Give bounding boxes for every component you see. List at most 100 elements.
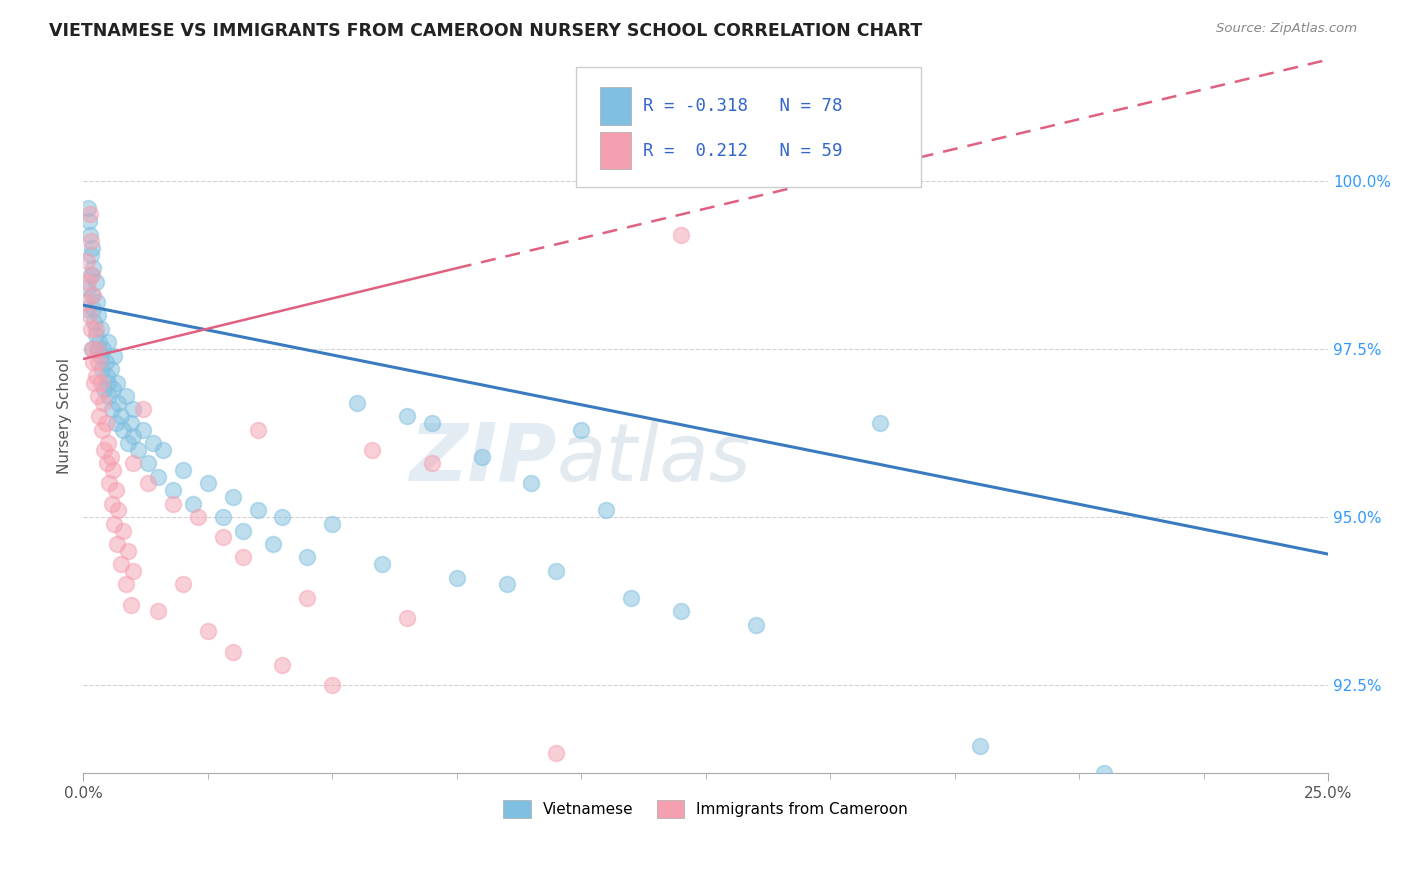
Point	[122, 402, 145, 417]
Point	[82, 261, 104, 276]
Point	[91, 362, 114, 376]
Point	[110, 409, 132, 424]
Point	[146, 604, 169, 618]
Point	[172, 577, 194, 591]
Point	[83, 376, 105, 390]
Point	[271, 658, 294, 673]
Text: VIETNAMESE VS IMMIGRANTS FROM CAMEROON NURSERY SCHOOL CORRELATION CHART: VIETNAMESE VS IMMIGRANTS FROM CAMEROON N…	[49, 22, 922, 40]
Point	[91, 342, 114, 356]
Point	[546, 746, 568, 760]
Point	[101, 382, 124, 396]
Point	[669, 604, 692, 618]
Point	[132, 423, 155, 437]
Point	[197, 476, 219, 491]
Point	[187, 510, 209, 524]
Point	[221, 490, 243, 504]
Point	[101, 463, 124, 477]
Point	[79, 227, 101, 242]
Point	[103, 349, 125, 363]
Point	[80, 268, 103, 282]
Point	[395, 611, 418, 625]
Point	[107, 395, 129, 409]
Point	[122, 456, 145, 470]
Point	[77, 214, 100, 228]
Point	[112, 423, 135, 437]
Point	[271, 510, 294, 524]
Point	[97, 436, 120, 450]
Point	[82, 241, 104, 255]
Point	[869, 416, 891, 430]
Point	[110, 557, 132, 571]
Point	[127, 442, 149, 457]
Point	[83, 315, 105, 329]
Point	[77, 201, 100, 215]
Point	[297, 591, 319, 605]
Point	[87, 308, 110, 322]
Point	[569, 423, 592, 437]
Point	[94, 355, 117, 369]
Point	[142, 436, 165, 450]
Point	[87, 342, 110, 356]
Point	[100, 450, 122, 464]
Point	[197, 624, 219, 639]
Point	[75, 294, 97, 309]
Point	[90, 349, 112, 363]
Point	[82, 355, 104, 369]
Point	[112, 524, 135, 538]
Point	[262, 537, 284, 551]
Point	[346, 395, 368, 409]
Point	[76, 254, 98, 268]
Point	[97, 335, 120, 350]
Point	[101, 402, 124, 417]
Point	[246, 503, 269, 517]
Point	[122, 564, 145, 578]
Point	[232, 524, 254, 538]
Text: Source: ZipAtlas.com: Source: ZipAtlas.com	[1216, 22, 1357, 36]
Text: atlas: atlas	[557, 420, 751, 498]
Point	[221, 645, 243, 659]
Point	[246, 423, 269, 437]
Point	[91, 423, 114, 437]
Point	[104, 416, 127, 430]
Point	[98, 389, 121, 403]
Point	[546, 564, 568, 578]
Point	[77, 308, 100, 322]
Point	[86, 342, 108, 356]
Point	[669, 227, 692, 242]
Point	[321, 678, 343, 692]
Point	[120, 598, 142, 612]
Point	[969, 739, 991, 753]
Point	[84, 368, 107, 383]
Point	[114, 389, 136, 403]
Point	[101, 497, 124, 511]
Point	[105, 376, 128, 390]
Point	[120, 416, 142, 430]
Point	[75, 301, 97, 316]
Point	[87, 355, 110, 369]
Point	[79, 207, 101, 221]
Point	[395, 409, 418, 424]
Point	[744, 617, 766, 632]
Text: ZIP: ZIP	[409, 420, 557, 498]
Y-axis label: Nursery School: Nursery School	[58, 359, 72, 475]
Point	[98, 476, 121, 491]
Point	[96, 368, 118, 383]
Point	[172, 463, 194, 477]
Point	[80, 288, 103, 302]
Point	[94, 416, 117, 430]
Point	[495, 577, 517, 591]
Point	[162, 483, 184, 498]
Point	[107, 503, 129, 517]
Point	[114, 577, 136, 591]
Point	[84, 328, 107, 343]
Point	[211, 510, 233, 524]
Legend: Vietnamese, Immigrants from Cameroon: Vietnamese, Immigrants from Cameroon	[496, 793, 915, 826]
Point	[89, 335, 111, 350]
Point	[117, 543, 139, 558]
Point	[90, 376, 112, 390]
Point	[89, 409, 111, 424]
Point	[82, 342, 104, 356]
Text: R = -0.318   N = 78: R = -0.318 N = 78	[643, 97, 842, 115]
Point	[321, 516, 343, 531]
Point	[132, 402, 155, 417]
